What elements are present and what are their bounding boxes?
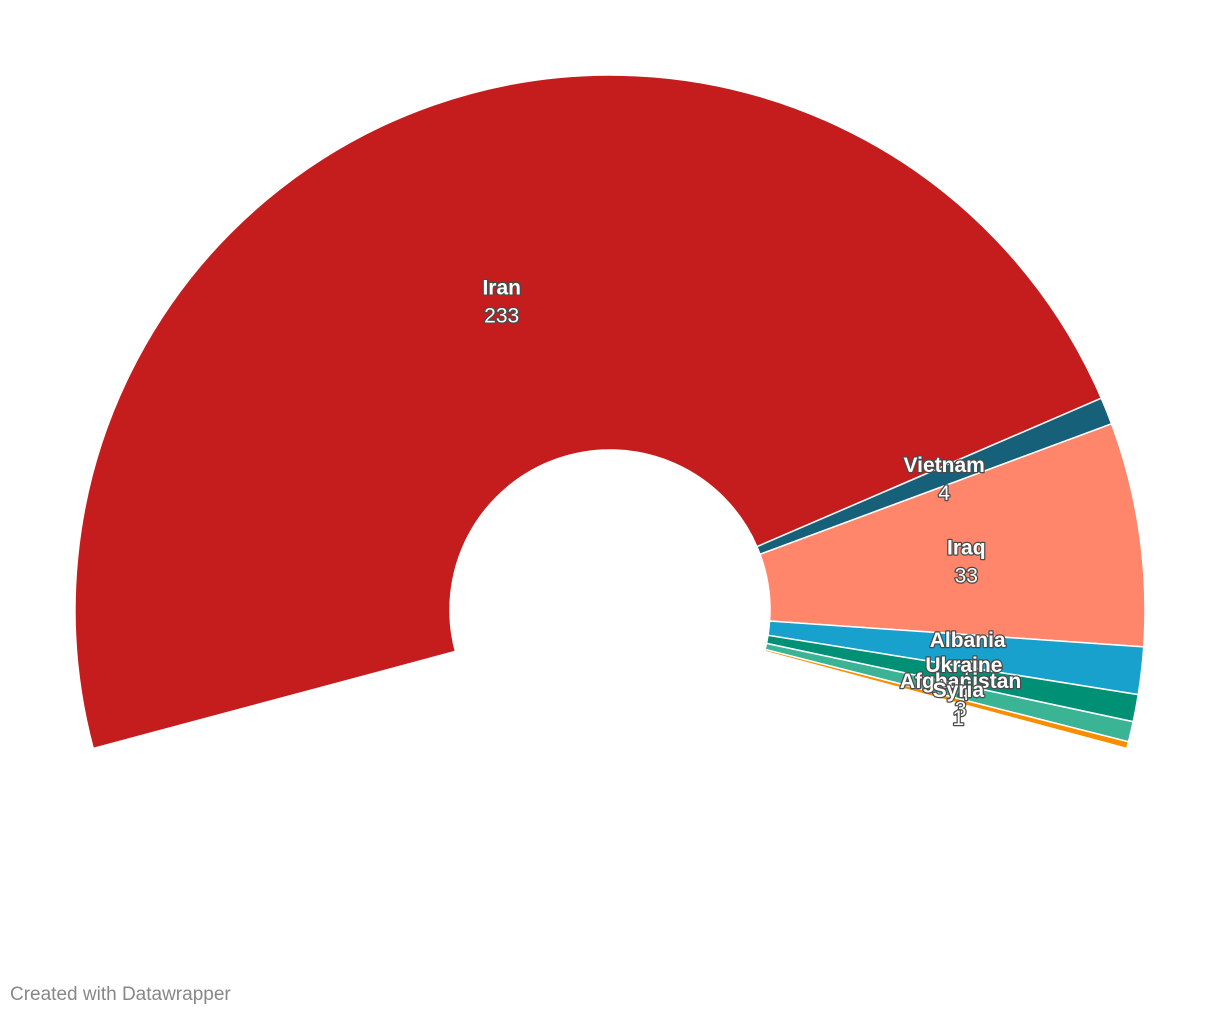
slice-syria	[763, 648, 1130, 750]
label-ukraine-value: 4	[958, 682, 970, 705]
label-ukraine-name: Ukraine	[925, 654, 1002, 677]
credit-text: Created with Datawrapper	[10, 984, 231, 1005]
label-afghanistan-value: 3	[955, 698, 967, 721]
label-iraq-value: 33	[955, 565, 978, 588]
label-vietnam-value: 4	[938, 482, 950, 505]
label-vietnam-name: Vietnam	[903, 454, 984, 477]
slice-iran	[74, 74, 1103, 750]
label-iran-name: Iran	[482, 276, 521, 299]
label-iran-value: 233	[484, 304, 519, 327]
slice-iraq	[759, 422, 1146, 648]
label-syria-name: Syria	[933, 679, 985, 702]
label-afghanistan-name: Afghanistan	[900, 670, 1021, 693]
label-albania-value: 7	[962, 657, 974, 680]
label-albania-name: Albania	[930, 629, 1006, 652]
label-syria-value: 1	[952, 707, 964, 730]
chart-slices	[74, 74, 1146, 750]
chart-labels: Iran233Vietnam4Iraq33Albania7Ukraine4Afg…	[481, 275, 1022, 731]
label-iraq-name: Iraq	[947, 537, 986, 560]
